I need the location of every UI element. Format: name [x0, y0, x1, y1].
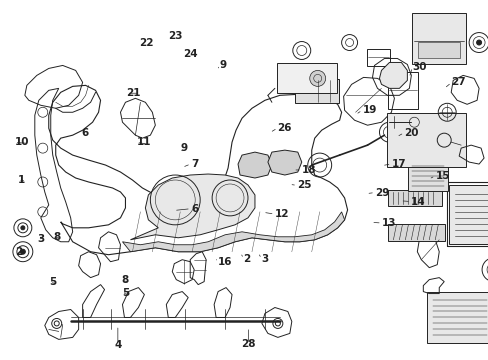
- Text: 4: 4: [114, 340, 122, 350]
- Text: 26: 26: [277, 123, 291, 133]
- Text: 3: 3: [38, 234, 44, 244]
- Text: 10: 10: [15, 138, 29, 147]
- FancyBboxPatch shape: [276, 63, 336, 93]
- Polygon shape: [238, 152, 271, 178]
- Text: 1: 1: [18, 175, 25, 185]
- Text: 20: 20: [404, 128, 418, 138]
- Text: 14: 14: [410, 197, 425, 207]
- Text: 19: 19: [362, 105, 376, 115]
- Text: 6: 6: [190, 204, 198, 214]
- Text: 9: 9: [219, 59, 226, 69]
- Text: 9: 9: [180, 143, 187, 153]
- Text: 15: 15: [434, 171, 449, 181]
- Text: 8: 8: [122, 275, 129, 285]
- Text: 29: 29: [374, 188, 388, 198]
- Text: 17: 17: [391, 159, 406, 169]
- FancyBboxPatch shape: [427, 292, 488, 343]
- Text: 12: 12: [274, 209, 288, 219]
- FancyBboxPatch shape: [294, 80, 338, 103]
- FancyBboxPatch shape: [417, 41, 459, 58]
- Polygon shape: [122, 212, 344, 252]
- Text: 16: 16: [217, 257, 232, 267]
- Circle shape: [20, 249, 25, 254]
- Text: 11: 11: [136, 138, 151, 147]
- Polygon shape: [130, 174, 254, 240]
- FancyBboxPatch shape: [387, 190, 441, 206]
- Text: 24: 24: [182, 49, 197, 59]
- Circle shape: [21, 226, 25, 230]
- Text: 30: 30: [412, 62, 426, 72]
- Text: 18: 18: [302, 165, 316, 175]
- FancyBboxPatch shape: [387, 224, 444, 241]
- Text: 6: 6: [81, 129, 88, 138]
- Text: 8: 8: [54, 232, 61, 242]
- Circle shape: [309, 71, 325, 86]
- Text: 2: 2: [243, 254, 250, 264]
- Text: 2: 2: [16, 247, 23, 257]
- Text: 21: 21: [126, 88, 141, 98]
- Circle shape: [476, 40, 481, 45]
- FancyBboxPatch shape: [386, 113, 465, 167]
- Text: 5: 5: [50, 277, 57, 287]
- Text: 13: 13: [381, 218, 396, 228]
- Text: 27: 27: [450, 77, 465, 87]
- Text: 28: 28: [241, 339, 255, 349]
- Text: 25: 25: [297, 180, 311, 190]
- FancyBboxPatch shape: [411, 13, 465, 64]
- Text: 7: 7: [190, 159, 198, 169]
- FancyBboxPatch shape: [448, 185, 488, 244]
- FancyBboxPatch shape: [407, 159, 447, 191]
- Text: 3: 3: [261, 254, 268, 264]
- Polygon shape: [267, 150, 301, 175]
- Text: 5: 5: [122, 288, 129, 298]
- Polygon shape: [379, 62, 407, 88]
- Text: 22: 22: [139, 38, 153, 48]
- Text: 23: 23: [168, 31, 182, 41]
